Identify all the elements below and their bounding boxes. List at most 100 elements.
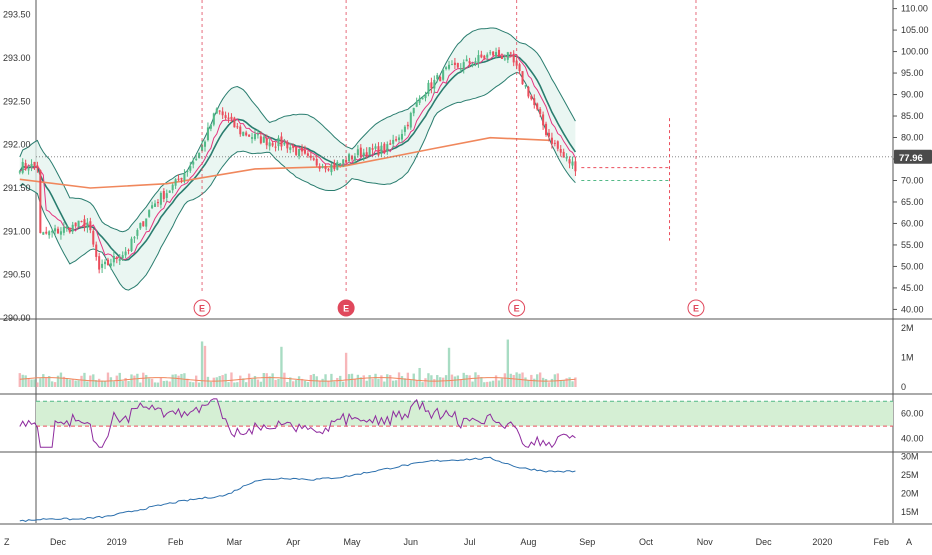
volume-bar (459, 379, 462, 387)
volume-bar (256, 379, 260, 387)
candle-body (86, 222, 89, 228)
corner-label-left: Z (4, 537, 10, 547)
candle-body (292, 145, 295, 149)
obv-axis-tick-label: 20M (901, 489, 919, 499)
left-axis-tick-label: 293.50 (3, 10, 31, 20)
candle-body (559, 149, 562, 153)
candle-body (115, 257, 118, 260)
volume-bar (315, 376, 318, 387)
candle-body (386, 144, 389, 152)
right-axis-tick-label: 55.00 (901, 240, 924, 250)
volume-bar (65, 378, 68, 387)
volume-bar (386, 374, 389, 387)
candle-body (83, 219, 86, 228)
obv-axis-tick-label: 30M (901, 452, 919, 462)
candle-body (406, 124, 409, 127)
candle-body (489, 52, 492, 54)
volume-bar (159, 377, 163, 387)
x-axis-tick-label: Jul (464, 537, 476, 547)
volume-bar (350, 373, 354, 387)
volume-bar (280, 346, 283, 387)
volume-bar (362, 375, 365, 387)
candle-body (89, 221, 92, 231)
candle-body (171, 184, 174, 191)
candle-body (430, 82, 433, 89)
left-axis-tick-label: 290.00 (3, 313, 31, 323)
volume-bar (71, 379, 74, 387)
left-axis-tick-label: 293.00 (3, 53, 31, 63)
volume-bar (292, 381, 295, 387)
volume-bar (50, 381, 54, 387)
earnings-marker-label: E (199, 304, 205, 314)
obv-panel[interactable] (19, 456, 576, 522)
candle-body (509, 52, 512, 54)
volume-bar (142, 372, 145, 387)
volume-bar (500, 378, 504, 387)
candle-body (165, 193, 168, 198)
volume-bar (56, 375, 60, 387)
right-axis-tick-label: 95.00 (901, 68, 924, 78)
volume-bar (330, 373, 333, 387)
candle-body (415, 101, 418, 107)
volume-bar (168, 381, 171, 387)
candle-body (68, 227, 71, 233)
sma200-line (19, 136, 550, 189)
volume-bar (400, 376, 404, 387)
volume-bar (524, 377, 527, 387)
candle-body (553, 142, 556, 144)
volume-ma-line (19, 377, 576, 382)
candle-body (348, 154, 351, 162)
x-axis-tick-label: Feb (168, 537, 184, 547)
volume-bar (424, 378, 427, 387)
volume-bar (294, 380, 298, 387)
candle-body (256, 134, 259, 136)
volume-bar (62, 376, 66, 387)
volume-bar (497, 380, 501, 387)
volume-bar (45, 378, 48, 387)
volume-bar (233, 382, 236, 387)
candle-body (515, 60, 518, 66)
candle-body (92, 230, 95, 245)
volume-bar (509, 373, 512, 387)
volume-bar (306, 382, 310, 387)
volume-bar (277, 378, 280, 387)
right-axis-tick-label: 85.00 (901, 111, 924, 121)
candle-body (201, 144, 204, 152)
candle-body (524, 85, 527, 87)
candle-body (359, 147, 362, 157)
candle-body (550, 137, 553, 144)
candle-body (162, 190, 165, 200)
candle-body (453, 62, 456, 65)
volume-panel[interactable] (18, 339, 577, 387)
candle-body (383, 143, 386, 153)
volume-bar (268, 376, 271, 387)
volume-bar (153, 382, 157, 387)
candle-body (30, 163, 33, 168)
price-label-box (894, 149, 932, 164)
volume-bar (121, 381, 124, 387)
rsi-band (36, 401, 893, 427)
candle-body (77, 220, 80, 228)
volume-bar (377, 378, 380, 387)
earnings-marker-label: E (693, 304, 699, 314)
volume-bar (283, 372, 286, 387)
volume-bar (342, 381, 345, 387)
candle-body (265, 138, 268, 146)
candle-body (521, 71, 524, 85)
volume-bar (286, 382, 289, 387)
volume-bar (427, 373, 430, 387)
x-axis-tick-label: Dec (50, 537, 67, 547)
candle-body (42, 232, 45, 235)
volume-bar (506, 339, 509, 387)
right-axis-tick-label: 40.00 (901, 304, 924, 314)
rsi-panel[interactable] (19, 398, 893, 449)
candle-body (350, 155, 354, 160)
volume-axis-tick-label: 0 (901, 382, 906, 392)
volume-bar (139, 382, 142, 387)
candle-body (300, 147, 304, 152)
candle-body (424, 94, 427, 99)
candle-body (148, 210, 151, 217)
